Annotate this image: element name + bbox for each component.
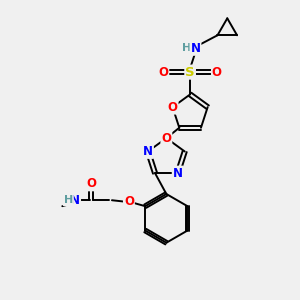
Text: O: O (212, 66, 222, 79)
Text: H: H (182, 44, 191, 53)
Text: O: O (168, 101, 178, 114)
Text: N: N (190, 42, 200, 55)
Text: O: O (161, 132, 171, 145)
Text: O: O (86, 177, 96, 190)
Text: N: N (173, 167, 183, 180)
Text: S: S (185, 66, 195, 79)
Text: N: N (70, 194, 80, 207)
Text: O: O (124, 195, 134, 208)
Text: O: O (158, 66, 168, 79)
Text: N: N (143, 145, 153, 158)
Text: H: H (64, 195, 73, 205)
